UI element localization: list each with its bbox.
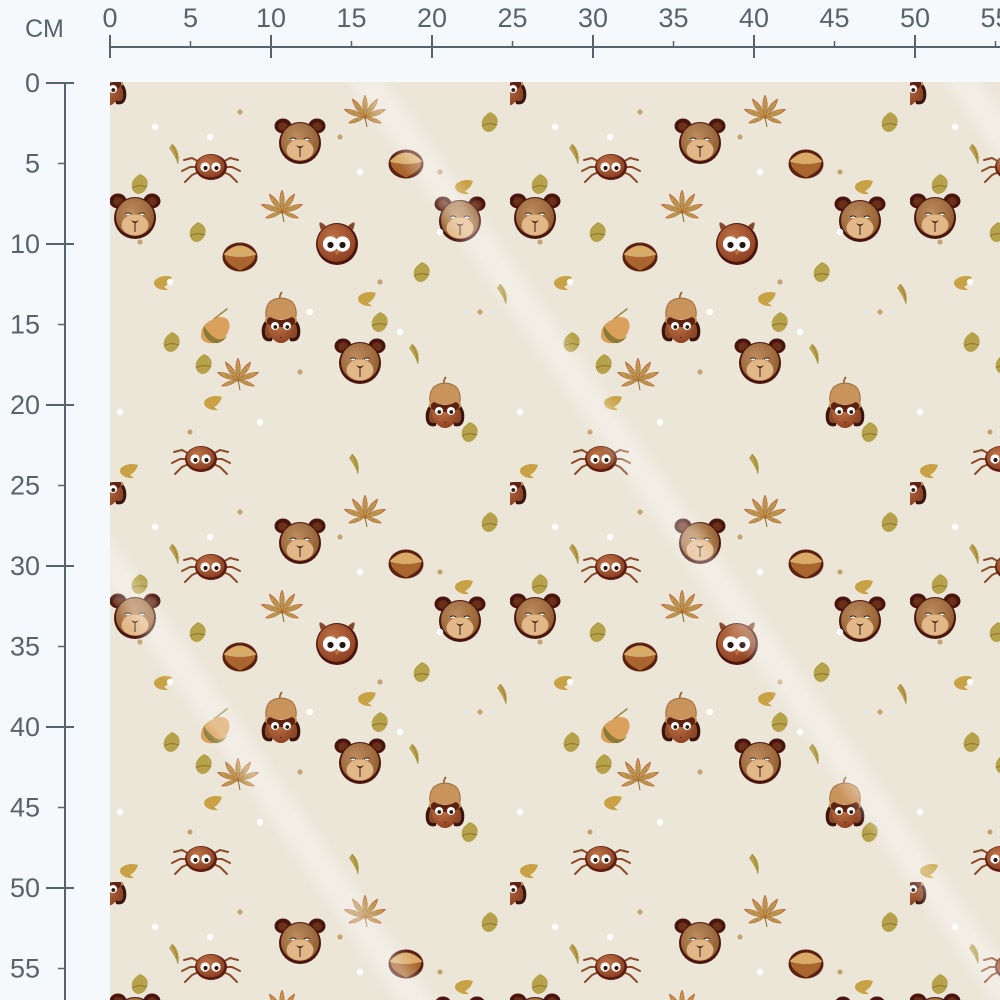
svg-text:55: 55	[10, 954, 40, 984]
svg-text:10: 10	[256, 3, 286, 33]
svg-text:5: 5	[25, 149, 40, 179]
svg-text:20: 20	[10, 390, 40, 420]
svg-text:40: 40	[10, 712, 40, 742]
svg-text:50: 50	[10, 873, 40, 903]
svg-text:45: 45	[819, 3, 849, 33]
svg-text:40: 40	[739, 3, 769, 33]
svg-text:20: 20	[417, 3, 447, 33]
svg-text:5: 5	[183, 3, 198, 33]
svg-text:35: 35	[10, 632, 40, 662]
svg-text:10: 10	[10, 229, 40, 259]
svg-text:45: 45	[10, 793, 40, 823]
svg-text:0: 0	[25, 68, 40, 98]
svg-text:15: 15	[336, 3, 366, 33]
svg-text:15: 15	[10, 310, 40, 340]
svg-text:0: 0	[102, 3, 117, 33]
svg-text:30: 30	[10, 551, 40, 581]
svg-text:30: 30	[578, 3, 608, 33]
svg-text:35: 35	[658, 3, 688, 33]
svg-text:55: 55	[980, 3, 1000, 33]
svg-text:25: 25	[10, 471, 40, 501]
svg-text:50: 50	[900, 3, 930, 33]
svg-text:25: 25	[497, 3, 527, 33]
